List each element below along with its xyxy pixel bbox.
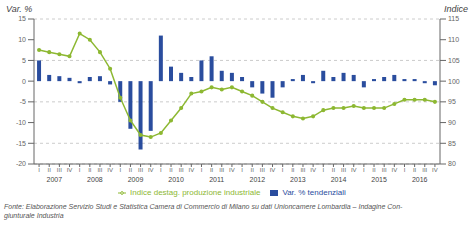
svg-text:II: II [129, 167, 133, 173]
svg-text:III: III [138, 167, 143, 173]
html-text:Indice destag. produzione indu: Indice destag. produzione industriale [130, 188, 261, 197]
svg-text:I: I [160, 167, 162, 173]
svg-text:II: II [251, 167, 255, 173]
svg-text:5: 5 [22, 57, 26, 64]
svg-text:2016: 2016 [412, 176, 428, 183]
svg-text:II: II [291, 167, 295, 173]
svg-text:I: I [201, 167, 203, 173]
svg-text:10: 10 [18, 36, 26, 43]
svg-text:IV: IV [148, 167, 154, 173]
svg-text:IV: IV [188, 167, 194, 173]
html-text:Indice: Indice [444, 4, 468, 14]
svg-text:2010: 2010 [168, 176, 184, 183]
svg-text:IV: IV [107, 167, 113, 173]
svg-text:2007: 2007 [47, 176, 63, 183]
svg-text:I: I [79, 167, 81, 173]
svg-text:IV: IV [351, 167, 357, 173]
svg-text:I: I [322, 167, 324, 173]
svg-text:II: II [413, 167, 417, 173]
svg-text:2009: 2009 [128, 176, 144, 183]
html-text:Fonte: Elaborazione Servizio S: Fonte: Elaborazione Servizio Studi e Sta… [4, 203, 403, 219]
svg-text:II: II [332, 167, 336, 173]
svg-text:-10: -10 [16, 119, 26, 126]
svg-text:IV: IV [270, 167, 276, 173]
svg-text:80: 80 [448, 160, 456, 167]
svg-text:-20: -20 [16, 160, 26, 167]
svg-text:I: I [404, 167, 406, 173]
svg-text:III: III [341, 167, 346, 173]
svg-text:IV: IV [67, 167, 73, 173]
svg-text:III: III [57, 167, 62, 173]
svg-text:0: 0 [22, 78, 26, 85]
svg-text:2012: 2012 [250, 176, 266, 183]
svg-text:IV: IV [310, 167, 316, 173]
svg-text:I: I [119, 167, 121, 173]
svg-text:105: 105 [448, 57, 460, 64]
svg-text:2013: 2013 [290, 176, 306, 183]
svg-text:II: II [372, 167, 376, 173]
svg-text:II: II [48, 167, 52, 173]
svg-text:III: III [300, 167, 305, 173]
svg-text:85: 85 [448, 140, 456, 147]
svg-text:II: II [88, 167, 92, 173]
svg-text:2014: 2014 [331, 176, 347, 183]
svg-text:III: III [179, 167, 184, 173]
svg-text:III: III [97, 167, 102, 173]
svg-text:15: 15 [18, 15, 26, 22]
svg-text:IV: IV [432, 167, 438, 173]
svg-text:115: 115 [448, 15, 459, 22]
svg-text:III: III [422, 167, 427, 173]
svg-text:II: II [169, 167, 173, 173]
svg-text:2011: 2011 [209, 176, 224, 183]
svg-text:-5: -5 [20, 98, 26, 105]
svg-text:IV: IV [391, 167, 397, 173]
svg-text:I: I [363, 167, 365, 173]
svg-text:I: I [38, 167, 40, 173]
svg-text:III: III [260, 167, 265, 173]
svg-text:100: 100 [448, 78, 460, 85]
svg-text:III: III [382, 167, 387, 173]
svg-text:I: I [282, 167, 284, 173]
svg-text:II: II [210, 167, 214, 173]
svg-text:2008: 2008 [87, 176, 103, 183]
svg-text:90: 90 [448, 119, 456, 126]
svg-text:110: 110 [448, 36, 459, 43]
svg-text:III: III [219, 167, 224, 173]
svg-text:IV: IV [229, 167, 235, 173]
svg-text:-15: -15 [16, 140, 26, 147]
html-text:Var. %: Var. % [6, 4, 33, 14]
html-text:Var. % tendenziali: Var. % tendenziali [282, 188, 346, 197]
svg-text:95: 95 [448, 98, 456, 105]
svg-text:I: I [241, 167, 243, 173]
svg-text:2015: 2015 [371, 176, 387, 183]
